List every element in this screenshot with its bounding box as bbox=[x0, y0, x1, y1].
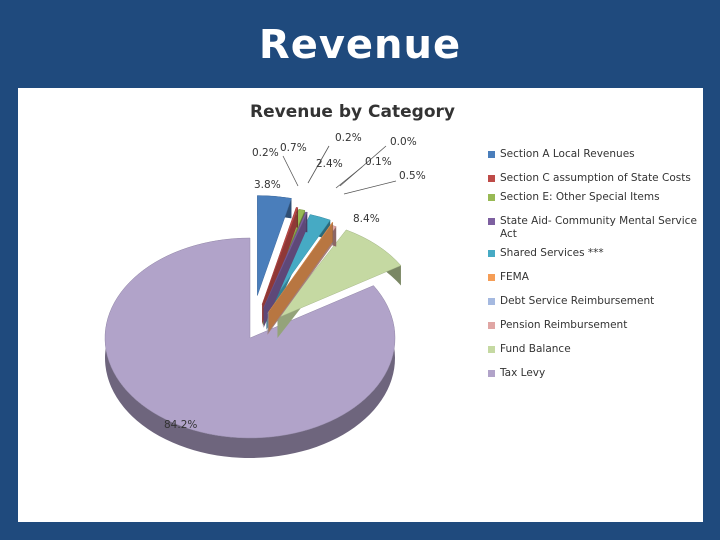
legend-swatch bbox=[488, 194, 495, 201]
legend-swatch bbox=[488, 370, 495, 377]
data-label: 2.4% bbox=[316, 158, 343, 170]
pie-slice-wall bbox=[263, 211, 306, 328]
data-label: 0.7% bbox=[280, 142, 307, 154]
pie-slice-top bbox=[104, 237, 396, 439]
data-label: 84.2% bbox=[164, 419, 197, 431]
legend-swatch bbox=[488, 151, 495, 158]
legend-item: FEMA bbox=[488, 271, 698, 284]
legend-swatch bbox=[488, 346, 495, 353]
legend-swatch bbox=[488, 322, 495, 329]
legend-item: Section A Local Revenues bbox=[488, 148, 698, 161]
legend-item: Fund Balance bbox=[488, 343, 698, 356]
data-label: 0.2% bbox=[335, 132, 362, 144]
legend-label: Shared Services *** bbox=[500, 247, 604, 259]
pie-slice-9 bbox=[104, 237, 396, 458]
legend-swatch bbox=[488, 175, 495, 182]
pie-slice-5 bbox=[268, 221, 334, 332]
legend-item: Debt Service Reimbursement bbox=[488, 295, 698, 308]
pie-slice-top bbox=[257, 195, 292, 296]
legend-label: Debt Service Reimbursement bbox=[500, 295, 655, 307]
data-label: 3.8% bbox=[254, 179, 281, 191]
legend-label: Section A Local Revenues bbox=[500, 148, 635, 160]
data-label: 0.5% bbox=[399, 170, 426, 182]
chart-legend: Section A Local Revenues Section C assump… bbox=[488, 148, 698, 391]
leader-line bbox=[343, 180, 397, 195]
pie-slice-top bbox=[263, 211, 308, 308]
legend-label: State Aid- Community Mental Service Act bbox=[500, 215, 697, 240]
legend-item: Tax Levy bbox=[488, 367, 698, 380]
data-label: 8.4% bbox=[353, 213, 380, 225]
legend-label: Section E: Other Special Items bbox=[500, 191, 660, 203]
pie-slice-8 bbox=[276, 229, 402, 338]
leader-line bbox=[282, 155, 299, 187]
chart-title: Revenue by Category bbox=[250, 102, 455, 122]
legend-item: Pension Reimbursement bbox=[488, 319, 698, 332]
legend-swatch bbox=[488, 274, 495, 281]
leader-line bbox=[307, 145, 330, 184]
chart-panel: Revenue by Category 3.8% 0.2% 0.7% 0.2% 2.4%… bbox=[18, 88, 703, 522]
legend-label: Section C assumption of State Costs bbox=[500, 172, 691, 184]
pie-slice-wall bbox=[268, 222, 333, 332]
legend-label: FEMA bbox=[500, 271, 529, 283]
leader-line bbox=[335, 166, 363, 189]
leader-line bbox=[339, 145, 387, 187]
pie-slice-top bbox=[268, 221, 334, 313]
legend-item: Shared Services *** bbox=[488, 247, 698, 260]
legend-swatch bbox=[488, 298, 495, 305]
pie-slice-0 bbox=[257, 195, 292, 296]
legend-label: Pension Reimbursement bbox=[500, 319, 628, 331]
legend-swatch bbox=[488, 218, 495, 225]
pie-chart: 3.8%0.2%0.7%0.2%2.4%0.0%0.1%0.5%8.4%84.2… bbox=[104, 132, 426, 458]
pie-slice-top bbox=[266, 214, 331, 310]
data-label: 0.2% bbox=[252, 147, 279, 159]
data-label: 0.0% bbox=[390, 136, 417, 148]
data-label: 0.1% bbox=[365, 156, 392, 168]
legend-item: State Aid- Community Mental Service Act bbox=[488, 215, 698, 241]
pie-slice-top bbox=[276, 229, 402, 319]
pie-slice-3 bbox=[263, 211, 308, 328]
pie-slice-top bbox=[261, 207, 299, 305]
legend-label: Tax Levy bbox=[500, 367, 546, 379]
legend-item: Section E: Other Special Items bbox=[488, 191, 698, 204]
legend-item: Section C assumption of State Costs bbox=[488, 172, 698, 185]
legend-swatch bbox=[488, 250, 495, 257]
legend-label: Fund Balance bbox=[500, 343, 571, 355]
slide-title: Revenue bbox=[258, 22, 462, 68]
